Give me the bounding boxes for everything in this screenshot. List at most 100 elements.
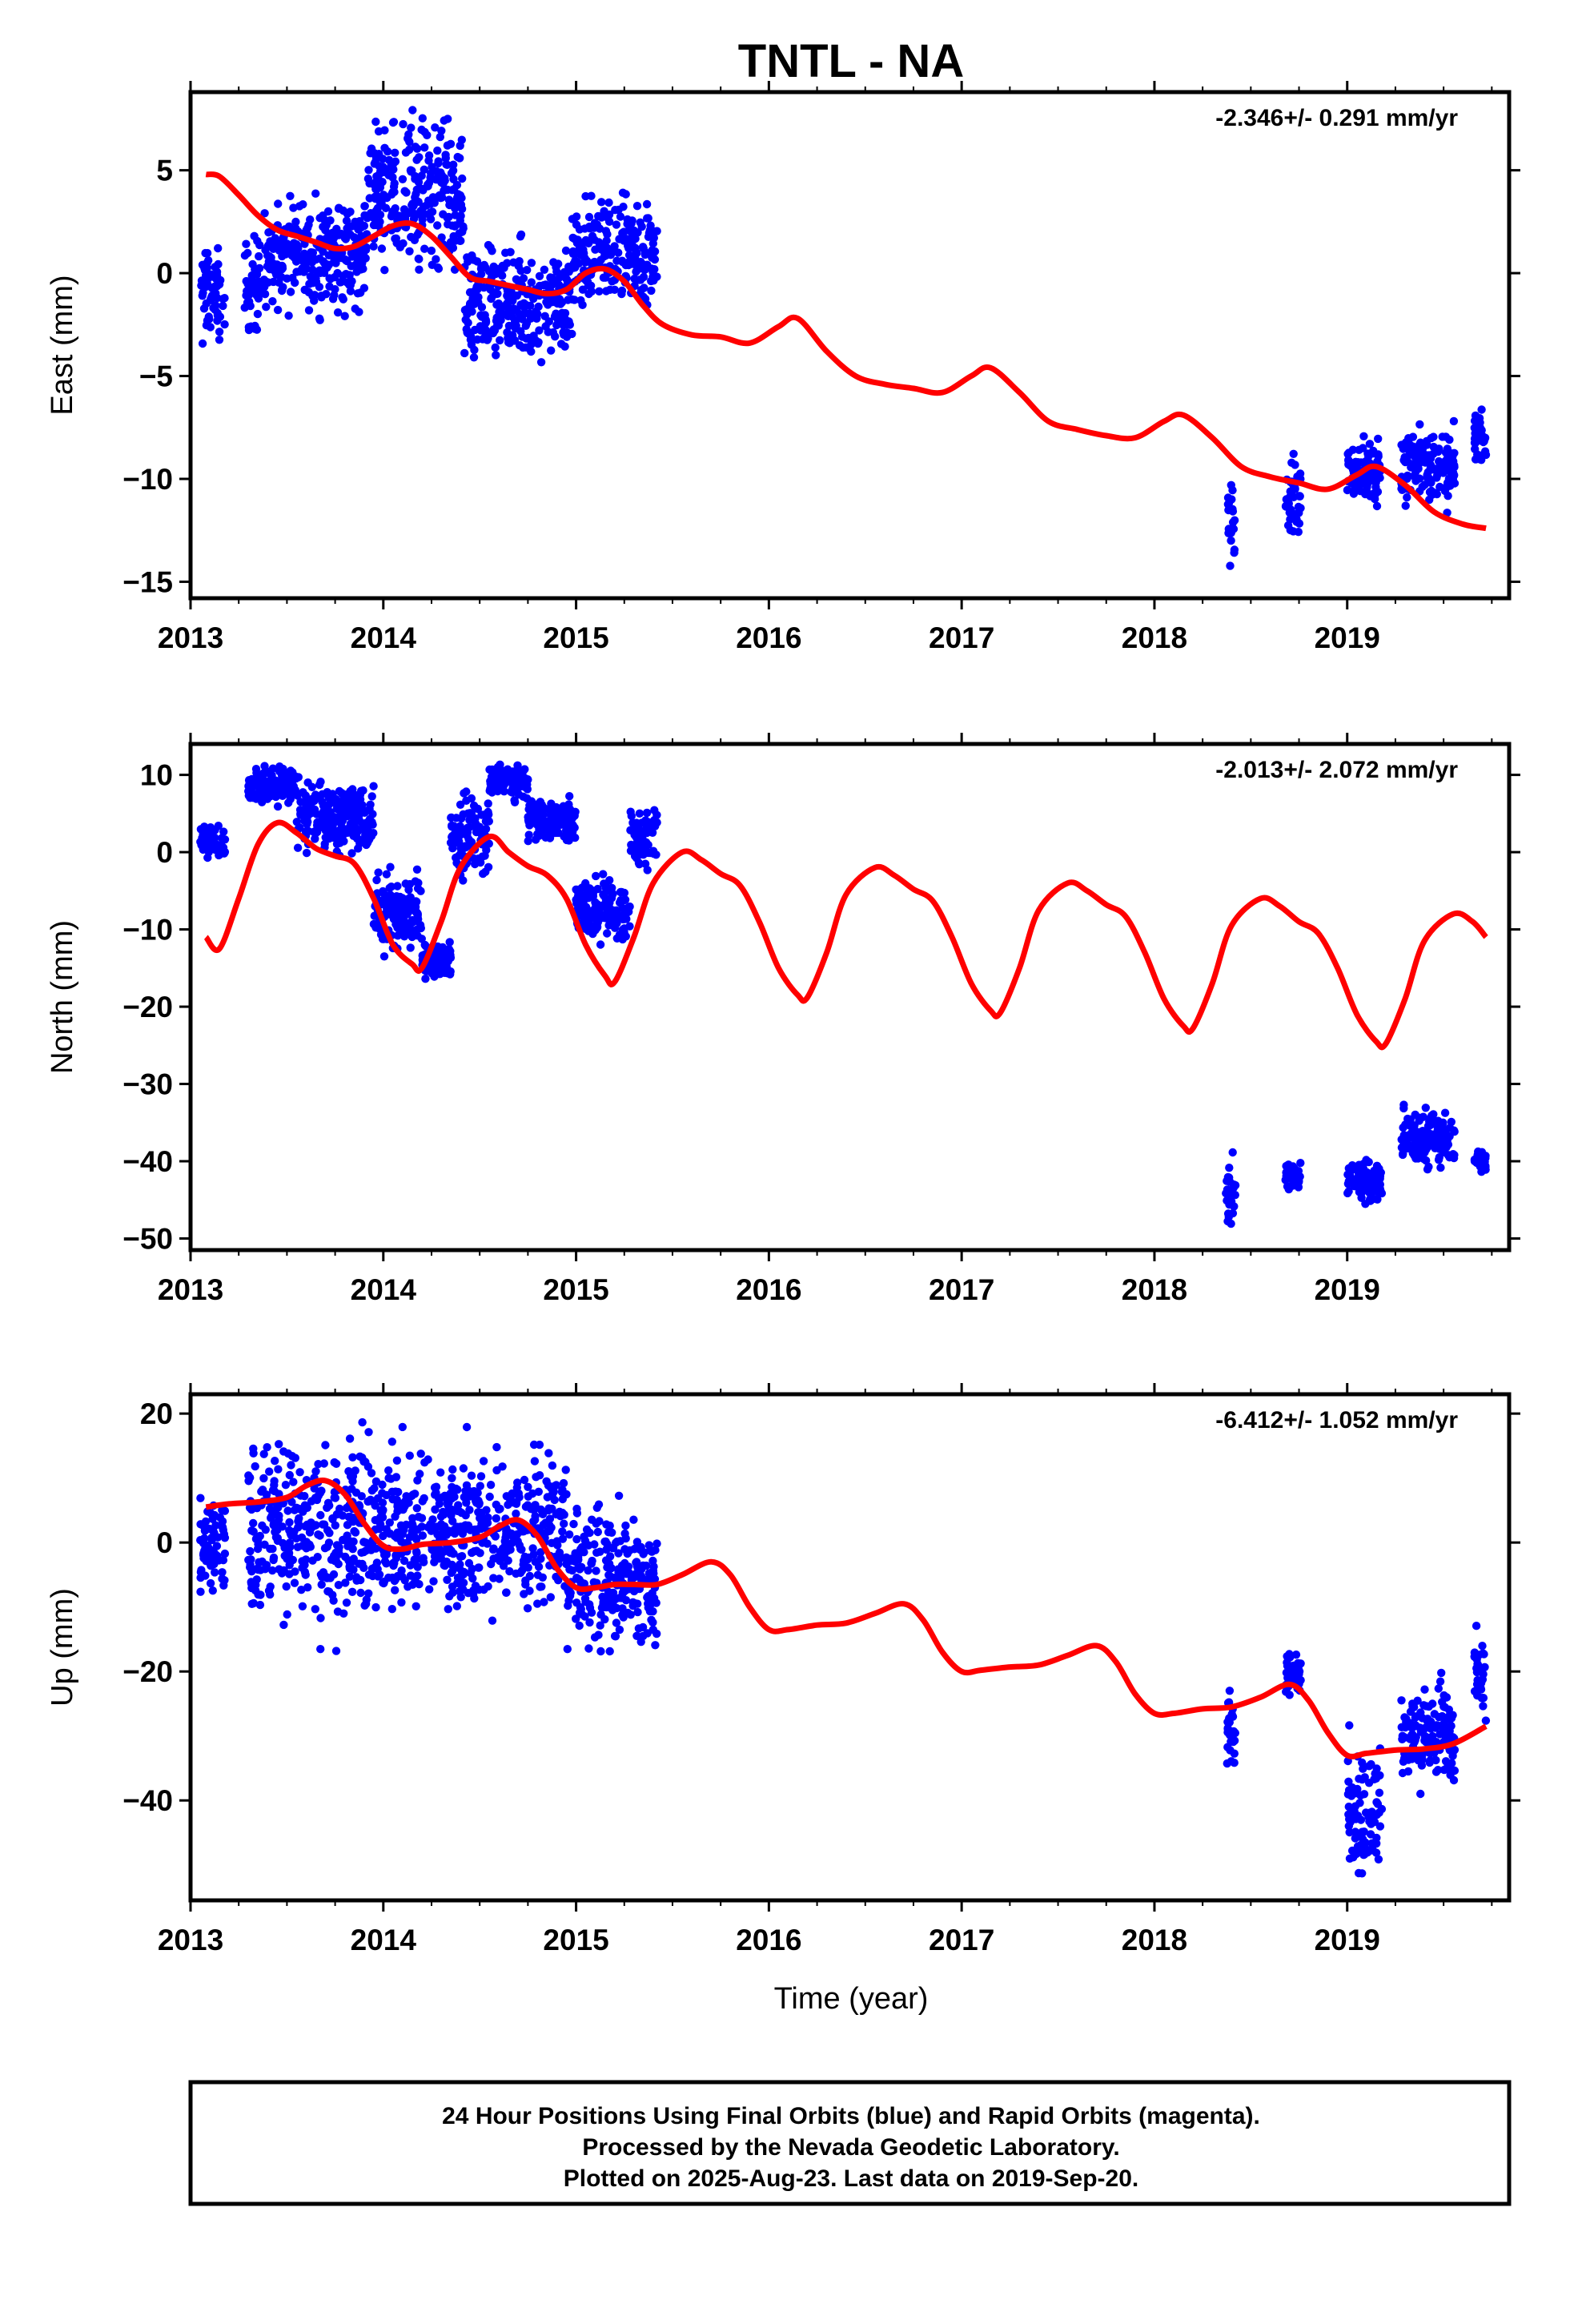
east-data-point <box>535 326 544 335</box>
east-data-point <box>1445 435 1454 444</box>
up-data-point <box>283 1506 292 1515</box>
north-data-point <box>561 818 571 827</box>
north-data-point <box>396 900 406 909</box>
up-data-point <box>301 1570 310 1579</box>
up-data-point <box>345 1434 355 1443</box>
east-data-point <box>1449 456 1458 466</box>
up-data-point <box>1430 1710 1439 1719</box>
north-data-point <box>635 860 644 869</box>
north-data-point <box>1431 1142 1439 1152</box>
east-data-point <box>408 201 416 210</box>
east-data-point <box>300 285 309 295</box>
north-data-point <box>463 831 472 840</box>
up-data-point <box>596 1547 604 1556</box>
up-data-point <box>598 1592 607 1602</box>
north-data-point <box>303 814 311 822</box>
up-data-point <box>1441 1757 1451 1766</box>
east-y-tick-label: −10 <box>122 463 173 496</box>
up-data-point <box>563 1645 572 1654</box>
east-data-point <box>540 265 549 274</box>
up-data-point <box>644 1602 653 1612</box>
north-data-point <box>301 791 310 800</box>
up-fit-line <box>205 1478 1488 1759</box>
up-data-point <box>1351 1802 1360 1811</box>
up-data-point <box>219 1526 227 1534</box>
up-data-point <box>582 1525 592 1534</box>
east-data-point <box>204 256 213 265</box>
north-data-point <box>1439 1124 1448 1134</box>
east-data-point <box>1227 480 1236 489</box>
east-data-point <box>1471 411 1480 420</box>
up-data-point <box>588 1556 596 1566</box>
north-data-point <box>520 765 529 774</box>
up-data-point <box>1478 1642 1487 1651</box>
east-data-point <box>436 132 444 142</box>
up-data-point <box>1366 1830 1375 1839</box>
north-data-point <box>271 792 280 802</box>
east-data-point <box>372 185 381 194</box>
up-data-point <box>352 1573 361 1582</box>
east-data-point <box>1349 489 1359 498</box>
up-data-point <box>391 1575 400 1584</box>
up-data-point <box>1227 1710 1236 1719</box>
up-data-point <box>347 1485 356 1494</box>
east-data-point <box>271 234 279 243</box>
up-data-point <box>501 1533 510 1542</box>
up-data-point <box>334 1581 343 1590</box>
east-data-point <box>514 261 523 271</box>
up-data-point <box>504 1556 512 1565</box>
up-data-point <box>569 1519 578 1529</box>
up-data-point <box>366 1495 375 1505</box>
up-x-tick-label: 2018 <box>1122 1924 1187 1956</box>
north-data-point <box>508 772 516 781</box>
up-data-point <box>384 1466 393 1475</box>
north-data-point <box>481 867 490 876</box>
east-data-point <box>428 207 437 216</box>
north-data-point <box>219 827 228 836</box>
east-data-point <box>329 234 339 243</box>
up-data-point <box>316 1614 325 1622</box>
up-data-point <box>397 1538 406 1546</box>
up-data-point <box>320 1544 330 1553</box>
east-data-point <box>315 254 324 263</box>
up-data-point <box>416 1449 425 1458</box>
east-data-point <box>215 336 224 344</box>
up-data-point <box>300 1492 309 1501</box>
north-data-point <box>484 799 492 808</box>
east-data-point <box>339 271 347 280</box>
north-data-point <box>635 809 644 818</box>
north-data-point <box>626 807 635 816</box>
east-data-point <box>1292 517 1301 526</box>
north-velocity-label: -2.013+/- 2.072 mm/yr <box>1215 757 1458 783</box>
east-data-point <box>1422 436 1431 445</box>
up-data-point <box>266 1590 275 1599</box>
east-data-point <box>492 300 501 309</box>
up-data-point <box>281 1481 291 1490</box>
up-data-point <box>608 1606 617 1614</box>
north-data-point <box>603 929 612 938</box>
east-data-point <box>452 194 462 203</box>
up-data-point <box>200 1534 209 1543</box>
up-data-point <box>375 1524 383 1534</box>
north-data-point <box>572 899 581 908</box>
east-data-point <box>1348 445 1358 454</box>
up-data-point <box>476 1482 484 1490</box>
up-data-point <box>529 1506 538 1514</box>
up-data-point <box>575 1608 584 1618</box>
up-data-point <box>201 1517 211 1526</box>
east-data-point <box>271 270 281 279</box>
east-data-point <box>579 239 588 247</box>
up-data-point <box>1420 1685 1429 1694</box>
up-data-point <box>1406 1719 1415 1727</box>
up-data-point <box>1410 1703 1419 1711</box>
north-data-point <box>588 929 597 939</box>
north-frame <box>188 742 1512 1252</box>
east-data-point <box>336 251 346 259</box>
up-data-point <box>449 1549 458 1558</box>
north-data-point <box>203 853 212 862</box>
east-data-point <box>570 247 579 257</box>
east-data-point <box>206 323 215 332</box>
east-data-point <box>1359 432 1368 440</box>
up-data-point <box>652 1539 661 1548</box>
east-data-point <box>348 252 357 261</box>
